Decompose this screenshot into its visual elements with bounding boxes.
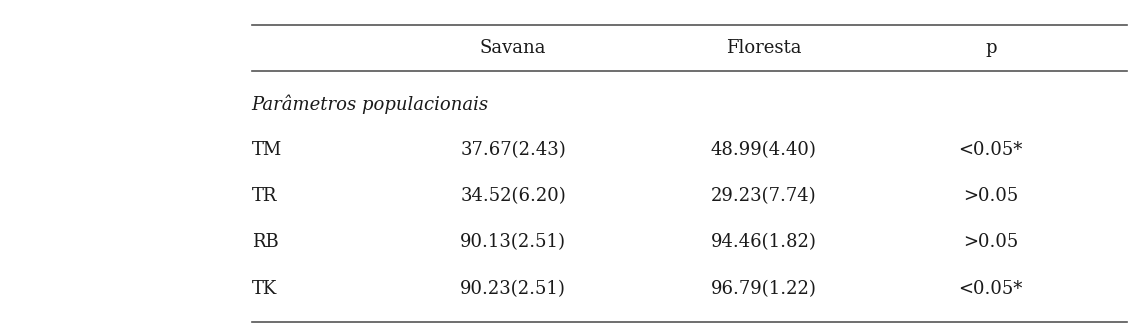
Text: <0.05*: <0.05* bbox=[959, 141, 1023, 159]
Text: >0.05: >0.05 bbox=[963, 233, 1018, 251]
Text: TK: TK bbox=[252, 280, 277, 298]
Text: RB: RB bbox=[252, 233, 278, 251]
Text: 96.79(1.22): 96.79(1.22) bbox=[710, 280, 816, 298]
Text: >0.05: >0.05 bbox=[963, 187, 1018, 205]
Text: Parâmetros populacionais: Parâmetros populacionais bbox=[252, 94, 489, 114]
Text: Floresta: Floresta bbox=[725, 39, 801, 57]
Text: 37.67(2.43): 37.67(2.43) bbox=[461, 141, 567, 159]
Text: 48.99(4.40): 48.99(4.40) bbox=[710, 141, 816, 159]
Text: TM: TM bbox=[252, 141, 282, 159]
Text: 34.52(6.20): 34.52(6.20) bbox=[461, 187, 567, 205]
Text: p: p bbox=[985, 39, 996, 57]
Text: Savana: Savana bbox=[480, 39, 546, 57]
Text: 29.23(7.74): 29.23(7.74) bbox=[710, 187, 816, 205]
Text: 94.46(1.82): 94.46(1.82) bbox=[710, 233, 816, 251]
Text: <0.05*: <0.05* bbox=[959, 280, 1023, 298]
Text: 90.13(2.51): 90.13(2.51) bbox=[461, 233, 567, 251]
Text: 90.23(2.51): 90.23(2.51) bbox=[461, 280, 567, 298]
Text: TR: TR bbox=[252, 187, 277, 205]
